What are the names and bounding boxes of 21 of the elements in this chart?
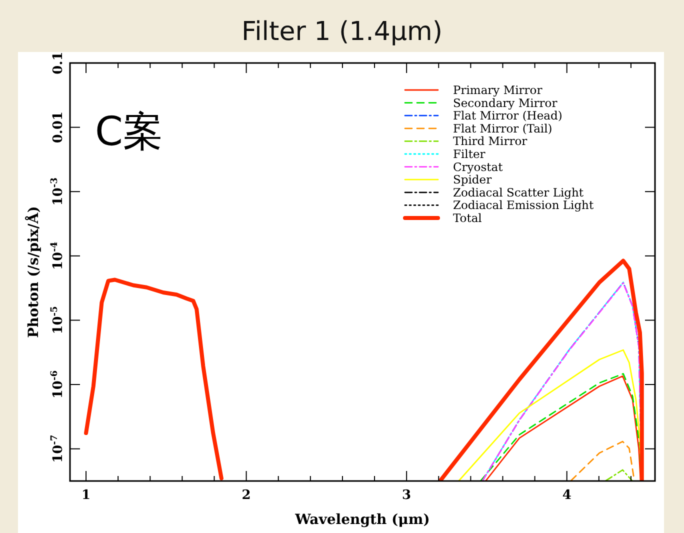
- legend-label: Cryostat: [453, 160, 504, 174]
- y-axis-title: Photon (/s/pix/Å): [25, 206, 42, 338]
- legend-label: Flat Mirror (Head): [453, 108, 562, 123]
- legend-label: Third Mirror: [453, 134, 528, 148]
- legend-label: Flat Mirror (Tail): [453, 121, 552, 136]
- x-axis-title: Wavelength (μm): [294, 512, 430, 528]
- x-tick-label: 2: [242, 488, 251, 503]
- y-tick-label: 0.1: [51, 52, 66, 74]
- x-tick-label: 1: [82, 488, 91, 503]
- legend-label: Zodiacal Emission Light: [453, 198, 594, 212]
- legend-label: Total: [453, 211, 482, 225]
- annotation: C案: [95, 109, 163, 155]
- legend-label: Filter: [453, 147, 486, 161]
- legend-label: Zodiacal Scatter Light: [453, 185, 584, 200]
- x-tick-label: 3: [402, 488, 412, 503]
- legend-label: Primary Mirror: [453, 83, 543, 97]
- legend-label: Secondary Mirror: [453, 96, 558, 110]
- x-tick-label: 4: [562, 488, 572, 503]
- y-tick-label: 0.01: [51, 111, 66, 144]
- legend-label: Spider: [453, 172, 492, 187]
- chart-title: Filter 1 (1.4μm): [242, 17, 442, 47]
